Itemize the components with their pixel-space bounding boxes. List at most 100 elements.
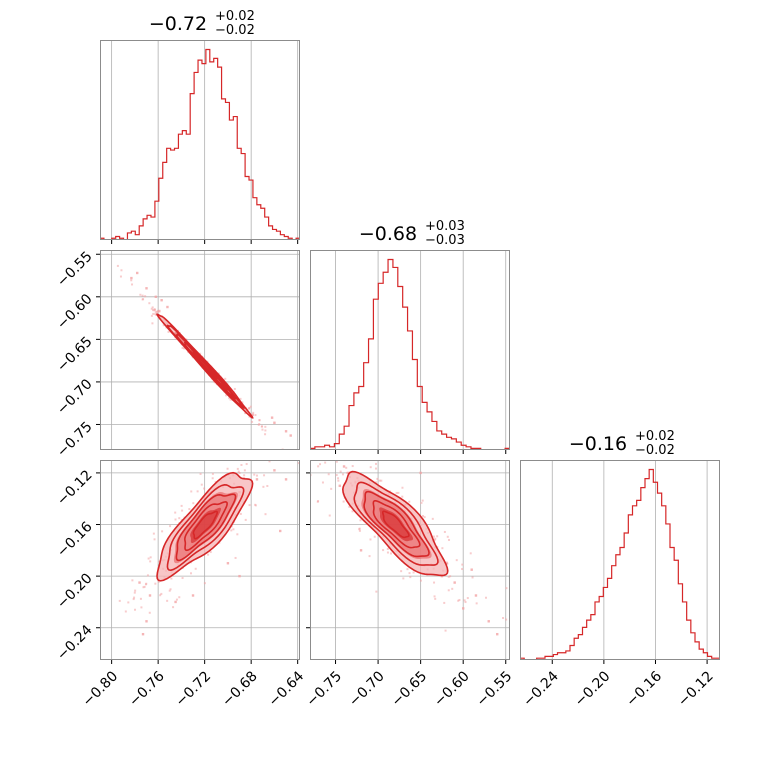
sample-point — [134, 589, 137, 592]
sample-point — [154, 295, 158, 299]
sample-point — [337, 479, 340, 482]
sample-point — [226, 562, 230, 565]
sample-point — [181, 577, 184, 580]
sample-point — [130, 276, 133, 280]
sample-point — [264, 429, 267, 432]
sample-point — [441, 547, 444, 550]
sample-point — [154, 582, 157, 585]
sample-point — [249, 405, 252, 408]
sample-point — [253, 432, 255, 434]
sample-point — [406, 568, 409, 571]
sample-point — [159, 594, 162, 597]
x-tick-label: −0.65 — [389, 668, 431, 710]
sample-point — [375, 481, 378, 484]
sample-point — [241, 401, 244, 404]
sample-point — [256, 457, 258, 459]
sample-point — [136, 271, 139, 275]
sample-point — [124, 610, 127, 613]
sample-point — [431, 517, 434, 520]
sample-point — [264, 513, 267, 516]
sample-point — [191, 594, 195, 597]
sample-point — [412, 571, 415, 574]
density-contour — [156, 471, 254, 582]
sample-point — [351, 510, 354, 513]
sample-point — [306, 437, 308, 439]
sample-point — [145, 620, 148, 623]
sample-point — [248, 454, 250, 456]
sample-point — [199, 352, 202, 355]
density-contour — [166, 484, 245, 571]
sample-point — [178, 517, 181, 520]
sample-point — [341, 473, 344, 476]
sample-point — [200, 483, 203, 486]
sample-point — [140, 606, 143, 609]
param-title-lower-error: −0.02 — [635, 443, 675, 458]
sample-point — [261, 428, 264, 431]
sample-point — [152, 532, 155, 535]
sample-point — [226, 467, 229, 470]
sample-point — [461, 563, 464, 566]
histogram-panel-1 — [100, 40, 300, 244]
sample-point — [154, 311, 157, 314]
y-tick-label: −0.12 — [54, 467, 96, 509]
sample-point — [248, 415, 251, 418]
sample-point — [120, 269, 123, 272]
sample-point — [276, 415, 278, 417]
sample-point — [433, 539, 436, 542]
sample-point — [161, 530, 164, 533]
sample-point — [433, 581, 436, 584]
sample-point — [297, 462, 300, 465]
x-tick-label: −0.70 — [346, 668, 388, 710]
sample-point — [324, 433, 326, 435]
sample-point — [470, 568, 473, 571]
sample-point — [152, 309, 155, 312]
density-contour — [192, 510, 219, 540]
sample-point — [347, 471, 350, 475]
sample-point — [487, 620, 490, 623]
sample-point — [160, 299, 163, 302]
x-tick-label: −0.80 — [80, 668, 122, 710]
sample-point — [151, 322, 154, 325]
sample-point — [238, 574, 241, 578]
sample-point — [262, 450, 264, 452]
sample-point — [155, 313, 158, 316]
sample-point — [335, 474, 338, 477]
sample-point — [264, 425, 267, 428]
sample-point — [264, 433, 267, 436]
density-fill-core — [190, 507, 221, 544]
sample-point — [174, 518, 177, 521]
sample-point — [421, 499, 424, 502]
sample-point — [471, 576, 474, 579]
sample-point — [238, 472, 241, 475]
sample-point — [148, 302, 151, 305]
sample-point — [239, 397, 242, 400]
sample-point — [192, 502, 195, 505]
sample-point — [505, 618, 508, 621]
param-title-value: −0.16 — [569, 433, 627, 455]
sample-point — [233, 387, 236, 390]
sample-point — [434, 537, 437, 540]
sample-point — [409, 576, 412, 579]
sample-point — [351, 465, 354, 468]
density-contour — [372, 500, 421, 549]
sample-point — [446, 562, 449, 565]
sample-point — [283, 434, 285, 436]
sample-point — [432, 535, 435, 538]
sample-point — [166, 599, 169, 602]
sample-point — [345, 466, 348, 469]
sample-point — [170, 577, 173, 580]
panel-frame — [310, 250, 510, 450]
sample-point — [146, 574, 149, 577]
sample-point — [175, 598, 178, 601]
sample-point — [395, 491, 398, 494]
sample-point — [369, 538, 372, 541]
sample-point — [131, 283, 134, 286]
sample-point — [254, 503, 257, 506]
sample-point — [402, 577, 405, 580]
sample-point — [466, 597, 469, 600]
sample-point — [252, 411, 255, 414]
sample-point — [273, 469, 276, 472]
sample-point — [475, 602, 478, 605]
sample-point — [144, 295, 147, 298]
density-panel-3 — [306, 433, 510, 664]
